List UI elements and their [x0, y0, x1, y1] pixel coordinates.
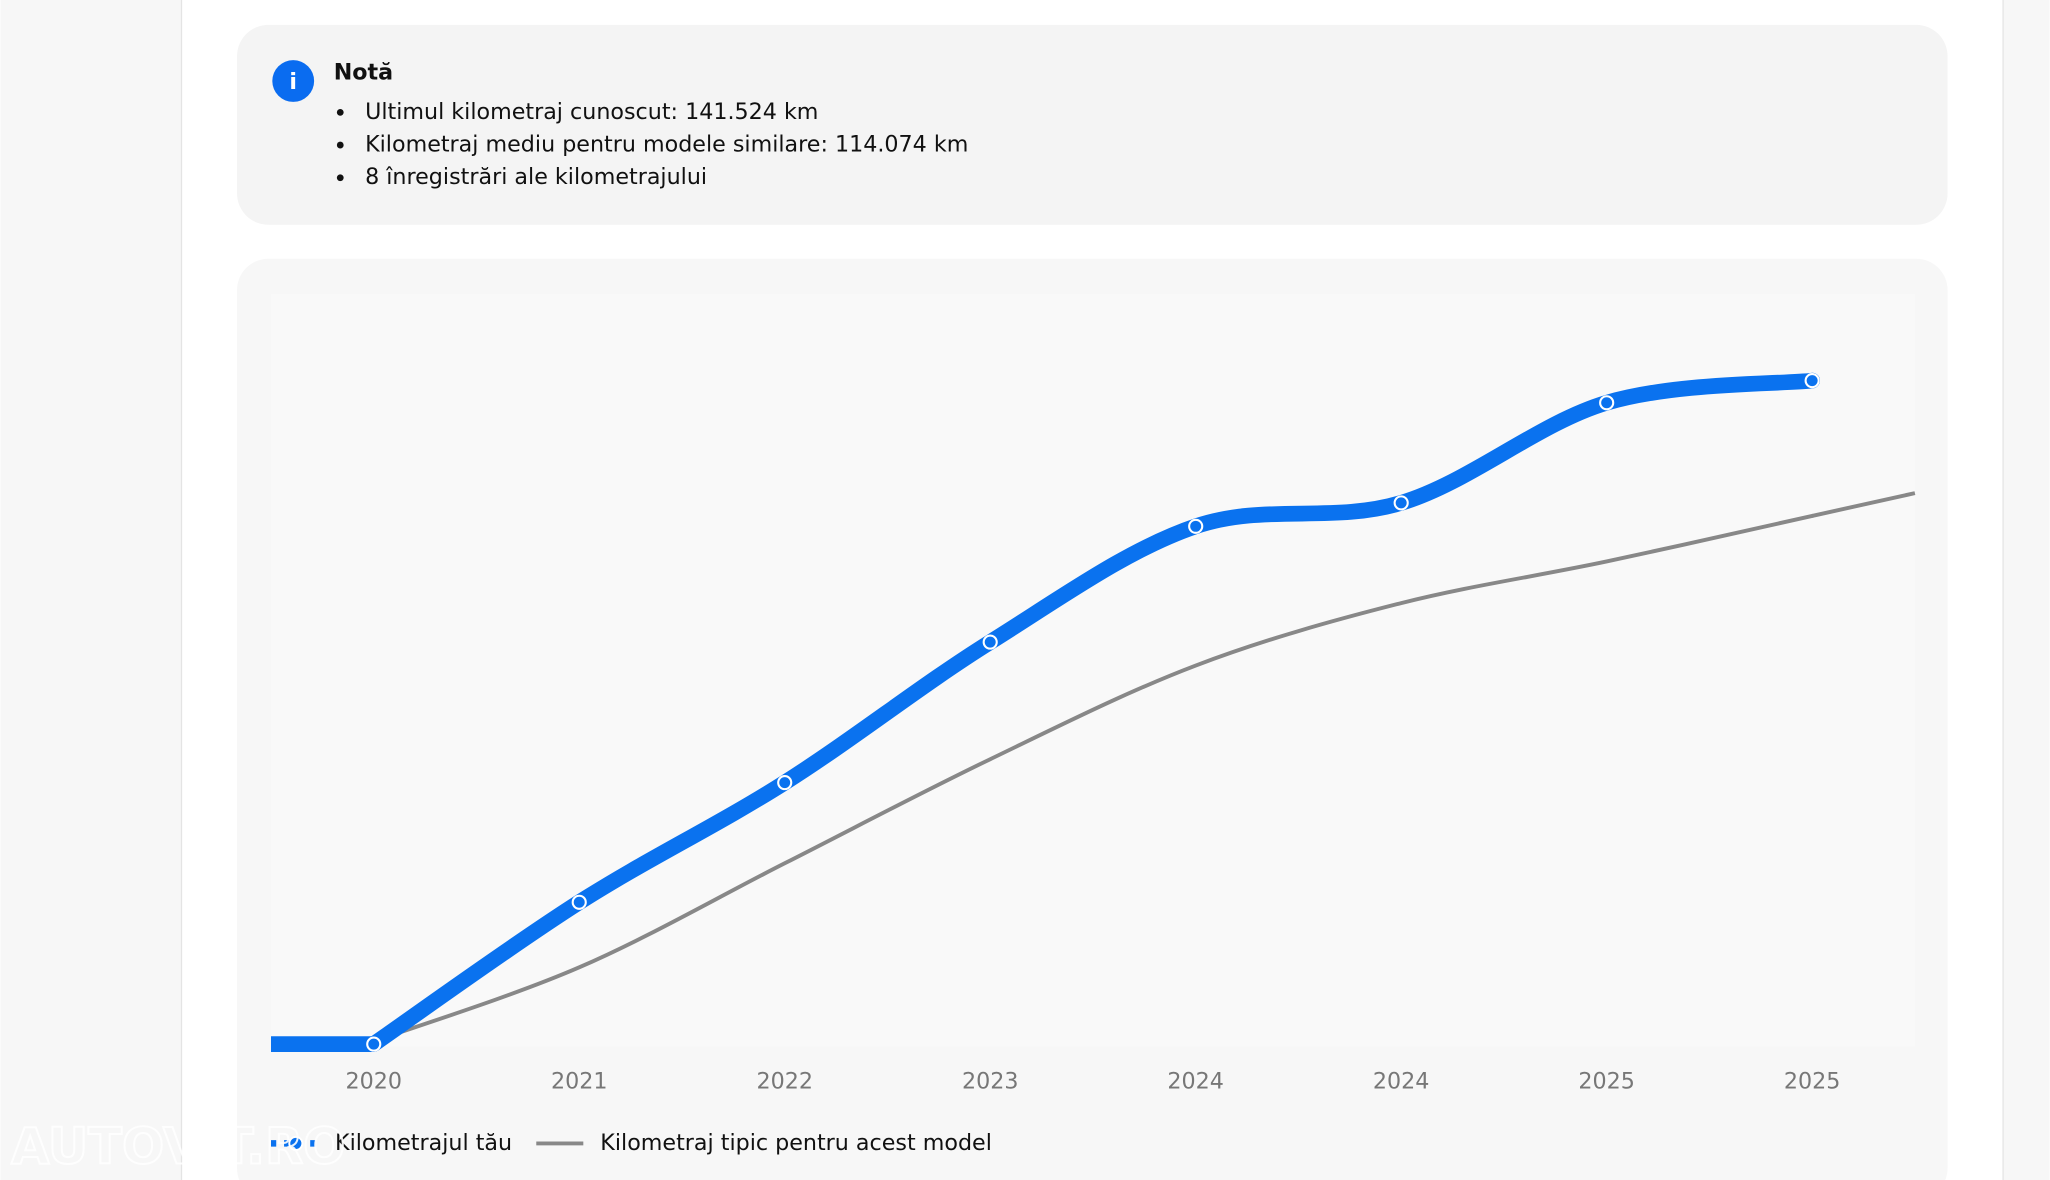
plot-area: [271, 294, 1915, 1047]
note-box: [237, 24, 1948, 225]
legend-label: Kilometraj tipic pentru acest model: [600, 1130, 992, 1156]
info-icon-glyph: i: [289, 69, 297, 95]
line-extension: [1811, 491, 1916, 518]
series-line: [365, 372, 1821, 1052]
data-point: [571, 894, 587, 910]
data-point: [982, 634, 998, 650]
data-point: [1804, 373, 1820, 389]
note-item: 8 înregistrări ale kilometrajului: [365, 164, 707, 190]
data-point: [1188, 518, 1204, 534]
x-tick-label: 2025: [1784, 1068, 1841, 1094]
legend-swatch: [288, 1135, 304, 1151]
data-point: [1599, 395, 1615, 411]
series-line: [371, 513, 1815, 1044]
data-point: [366, 1036, 382, 1052]
right-sidebar: [2003, 0, 2050, 1180]
x-tick-label: 2023: [962, 1068, 1019, 1094]
data-point: [1393, 495, 1409, 511]
bullet: [336, 141, 344, 149]
note-item: Kilometraj mediu pentru modele similare:…: [365, 132, 968, 158]
note-item: Ultimul kilometraj cunoscut: 141.524 km: [365, 99, 818, 125]
bullet: [336, 108, 344, 116]
data-point: [777, 775, 793, 791]
legend-label: Kilometrajul tău: [335, 1130, 512, 1156]
plot: 2020 2021 2022 2023 2024 2024 2025 2025: [271, 372, 1916, 1094]
legend: Kilometrajul tău Kilometraj tipic pentru …: [271, 1130, 992, 1156]
bullet: [336, 174, 344, 182]
x-tick-label: 2024: [1373, 1068, 1430, 1094]
x-tick-label: 2025: [1578, 1068, 1635, 1094]
x-tick-label: 2024: [1167, 1068, 1224, 1094]
note-title: Notă: [334, 60, 393, 86]
x-tick-label: 2022: [756, 1068, 813, 1094]
left-sidebar: [0, 0, 181, 1180]
x-tick-label: 2021: [551, 1068, 608, 1094]
note-list: Ultimul kilometraj cunoscut: 141.524 km K…: [336, 99, 968, 190]
info-icon: [272, 60, 315, 102]
watermark: AUTOVIT.RO: [11, 1117, 345, 1175]
x-tick-label: 2020: [345, 1068, 402, 1094]
